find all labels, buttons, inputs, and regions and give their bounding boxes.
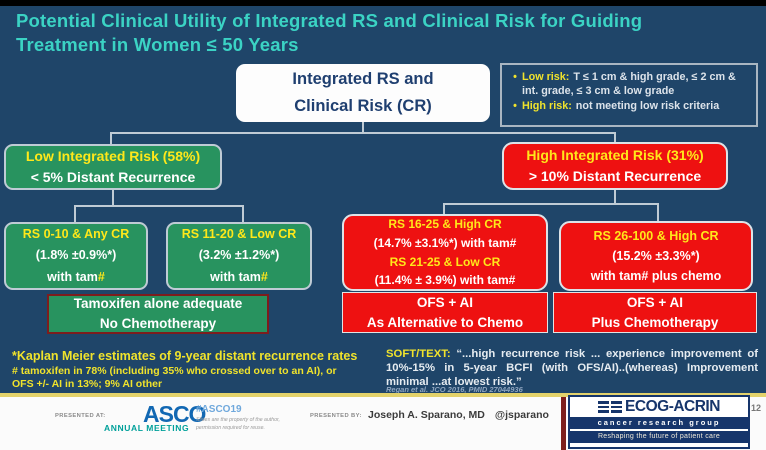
hash-mark: # <box>97 269 105 284</box>
root-node-integrated-rs-cr: Integrated RS and Clinical Risk (CR) <box>236 64 490 122</box>
top-black-edge <box>0 0 766 6</box>
asco-logo-subtitle: ANNUAL MEETING <box>104 423 190 433</box>
ecog-logo-name: ECOG-ACRIN <box>625 398 720 415</box>
connector-line <box>242 205 244 223</box>
footnote-line-3: OFS +/- AI in 13%; 9% AI other <box>12 377 163 390</box>
root-line-1: Integrated RS and <box>292 69 434 88</box>
outcome-line-1: OFS + AI <box>416 294 474 310</box>
soft-text-label: SOFT/TEXT: <box>386 348 451 360</box>
presenter-handle: @jsparano <box>494 409 549 421</box>
high-branch-subheader: > 10% Distant Recurrence <box>528 168 702 184</box>
node-stat: (3.2% ±1.2%*) <box>198 248 280 263</box>
low-integrated-risk-node: Low Integrated Risk (58%) < 5% Distant R… <box>4 144 222 190</box>
outcome-ofs-ai-alternative: OFS + AI As Alternative to Chemo <box>342 292 548 333</box>
connector-line <box>112 190 114 207</box>
connector-line <box>443 203 445 215</box>
connector-line <box>657 203 659 222</box>
node-treatment: with tam# <box>210 269 268 284</box>
connector-line <box>74 205 244 207</box>
connector-line <box>110 132 616 134</box>
high-risk-criteria-row: • High risk: not meeting low risk criteri… <box>508 99 750 113</box>
slide-disclaimer: Slides are the property of the author, p… <box>196 417 280 431</box>
footnote-line-1: *Kaplan Meier estimates of 9-year distan… <box>12 349 358 363</box>
connector-line <box>614 188 616 205</box>
soft-text-quote: “...high recurrence risk ... experience … <box>386 348 758 389</box>
ecog-acrin-logo: ECOG-ACRIN cancer research group Reshapi… <box>568 395 750 449</box>
ecog-logo-subtitle: cancer research group <box>570 417 748 429</box>
asco-logo: ASCO <box>143 401 206 427</box>
high-risk-criteria-text: High risk: not meeting low risk criteria <box>522 99 719 113</box>
node-stat: (14.7% ±3.1%*) with tam# <box>373 235 517 250</box>
outcome-line-2: No Chemotherapy <box>99 316 217 331</box>
slide-title: Potential Clinical Utility of Integrated… <box>16 9 756 57</box>
node-treatment: with tam# <box>47 269 105 284</box>
ecog-logo-top: ECOG-ACRIN <box>570 397 748 417</box>
node-rs-11-20: RS 11-20 & Low CR (3.2% ±1.2%*) with tam… <box>166 222 312 290</box>
low-risk-text: T ≤ 1 cm & high grade, ≤ 2 cm & int. gra… <box>522 71 736 98</box>
root-line-2: Clinical Risk (CR) <box>294 97 432 115</box>
footer-bar: PRESENTED AT: 2019 ASCO ANNUAL MEETING #… <box>0 395 766 450</box>
soft-text-note: SOFT/TEXT: “...high recurrence risk ... … <box>386 347 758 389</box>
footnote-line-2: # tamoxifen in 78% (including 35% who cr… <box>12 364 337 377</box>
kaplan-meier-footnote: *Kaplan Meier estimates of 9-year distan… <box>12 349 384 391</box>
node-rs-26-100: RS 26-100 & High CR (15.2% ±3.3%*) with … <box>559 221 753 291</box>
low-risk-label: Low risk: <box>522 71 570 83</box>
page-number: 12 <box>751 403 762 413</box>
node-stat: (1.8% ±0.9%*) <box>35 248 117 263</box>
soft-text-citation: Regan et al. JCO 2016, PMID 27044936 <box>386 385 523 394</box>
connector-line <box>443 203 659 205</box>
outcome-line-1: OFS + AI <box>626 294 684 310</box>
low-branch-subheader: < 5% Distant Recurrence <box>30 169 196 185</box>
node-stat: (11.4% ± 3.9%) with tam# <box>374 273 516 288</box>
outcome-no-chemotherapy: Tamoxifen alone adequate No Chemotherapy <box>47 294 269 334</box>
outcome-line-2: As Alternative to Chemo <box>366 314 524 330</box>
high-branch-header: High Integrated Risk (31%) <box>526 147 704 163</box>
connector-line <box>74 205 76 223</box>
connector-line <box>614 132 616 144</box>
hash-mark: # <box>260 269 268 284</box>
footer-divider-line <box>0 393 766 397</box>
risk-criteria-box: • Low risk: T ≤ 1 cm & high grade, ≤ 2 cm… <box>500 63 758 127</box>
title-line-2: Treatment in Women ≤ 50 Years <box>16 34 299 56</box>
node-title: RS 0-10 & Any CR <box>22 227 130 242</box>
presented-at-label: PRESENTED AT: <box>55 413 106 419</box>
bullet-icon: • <box>513 71 517 83</box>
outcome-ofs-ai-plus-chemo: OFS + AI Plus Chemotherapy <box>553 292 757 333</box>
presenter-name: Joseph A. Sparano, MD @jsparano <box>368 409 549 421</box>
node-title: RS 26-100 & High CR <box>593 229 719 243</box>
low-risk-criteria-row: • Low risk: T ≤ 1 cm & high grade, ≤ 2 cm… <box>508 70 750 99</box>
high-risk-label: High risk: <box>522 99 572 112</box>
maroon-divider <box>561 397 566 450</box>
low-branch-header: Low Integrated Risk (58%) <box>25 148 201 164</box>
connector-line <box>110 132 112 146</box>
outcome-line-2: Plus Chemotherapy <box>591 314 719 330</box>
node-treatment: with tam# plus chemo <box>590 269 722 283</box>
connector-line <box>362 122 364 134</box>
high-risk-text: not meeting low risk criteria <box>575 99 720 112</box>
node-rs-16-25: RS 16-25 & High CR (14.7% ±3.1%*) with t… <box>342 214 548 291</box>
outcome-line-1: Tamoxifen alone adequate <box>73 296 243 312</box>
node-title: RS 11-20 & Low CR <box>181 227 297 242</box>
hashtag-text: #ASCO19 <box>196 404 242 415</box>
title-line-1: Potential Clinical Utility of Integrated… <box>16 10 643 31</box>
presented-by-label: PRESENTED BY: <box>310 413 362 419</box>
ecog-bars-icon <box>598 401 623 413</box>
node-title: RS 16-25 & High CR <box>388 217 502 232</box>
node-stat: (15.2% ±3.3%*) <box>612 249 700 263</box>
node-title: RS 21-25 & Low CR <box>389 254 501 269</box>
low-risk-criteria-text: Low risk: T ≤ 1 cm & high grade, ≤ 2 cm &… <box>522 70 750 99</box>
node-rs-0-10: RS 0-10 & Any CR (1.8% ±0.9%*) with tam# <box>4 222 148 290</box>
ecog-logo-tagline: Reshaping the future of patient care <box>570 431 748 443</box>
bullet-icon: • <box>513 99 517 112</box>
high-integrated-risk-node: High Integrated Risk (31%) > 10% Distant… <box>502 142 728 190</box>
